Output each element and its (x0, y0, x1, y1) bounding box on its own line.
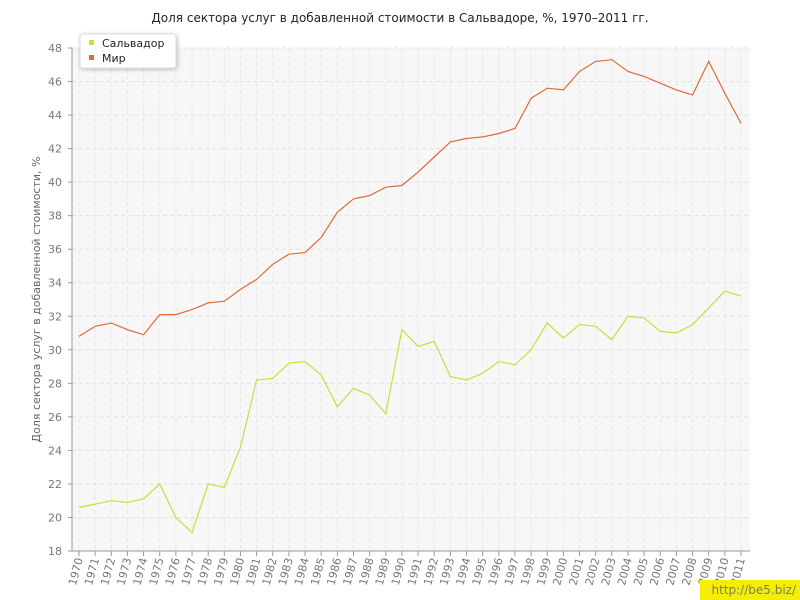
chart-title: Доля сектора услуг в добавленной стоимос… (151, 11, 648, 25)
y-tick-label: 32 (48, 310, 62, 323)
y-tick-label: 24 (48, 444, 62, 457)
series-line-1 (78, 59, 742, 337)
y-tick-label: 44 (48, 109, 62, 122)
y-axis-label: Доля сектора услуг в добавленной стоимос… (30, 157, 43, 443)
y-tick-label: 20 (48, 511, 62, 524)
y-tick-label: 40 (48, 176, 62, 189)
y-tick-label: 30 (48, 344, 62, 357)
y-tick-label: 22 (48, 478, 62, 491)
legend-swatch (89, 55, 94, 60)
series-line-0 (78, 290, 742, 534)
y-tick-label: 34 (48, 277, 62, 290)
y-tick-label: 36 (48, 243, 62, 256)
plot-area (72, 48, 750, 551)
y-tick-label: 38 (48, 210, 62, 223)
y-tick-label: 18 (48, 545, 62, 558)
y-tick-label: 48 (48, 42, 62, 55)
legend-box (79, 33, 177, 69)
legend: Сальвадор Мир (79, 33, 177, 69)
y-tick-label: 26 (48, 411, 62, 424)
axes (71, 48, 750, 552)
y-tick-label: 42 (48, 143, 62, 156)
y-tick-label: 46 (48, 76, 62, 89)
legend-swatch (89, 40, 94, 45)
legend-label: Сальвадор (102, 37, 164, 50)
x-axis-ticks: 1970197119721973197419751976197719781979… (66, 551, 748, 587)
grid (72, 47, 750, 552)
y-axis-ticks: 18 20 22 24 26 28 30 32 34 36 38 40 42 44 46 48 (48, 42, 72, 558)
y-tick-label: 28 (48, 377, 62, 390)
series-lines (78, 59, 742, 534)
watermark[interactable]: http://be5.biz/ (700, 580, 800, 600)
legend-label: Мир (102, 52, 126, 65)
